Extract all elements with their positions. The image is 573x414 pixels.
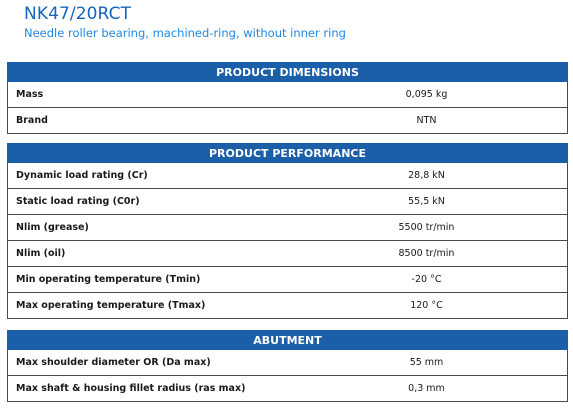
row-label: Nlim (grease): [16, 222, 89, 233]
section-header-dimensions: PRODUCT DIMENSIONS: [7, 62, 568, 82]
table-row: Max operating temperature (Tmax) 120 °C: [7, 293, 568, 319]
table-row: Max shaft & housing fillet radius (ras m…: [7, 376, 568, 402]
table-row: Mass 0,095 kg: [7, 82, 568, 108]
product-subtitle: Needle roller bearing, machined-ring, wi…: [24, 26, 346, 40]
row-label: Max shaft & housing fillet radius (ras m…: [16, 383, 246, 394]
row-value: 5500 tr/min: [398, 222, 455, 233]
section-header-performance: PRODUCT PERFORMANCE: [7, 143, 568, 163]
row-value: 28,8 kN: [408, 170, 445, 181]
row-label: Max operating temperature (Tmax): [16, 300, 206, 311]
table-row: Max shoulder diameter OR (Da max) 55 mm: [7, 350, 568, 376]
product-performance-section: PRODUCT PERFORMANCE Dynamic load rating …: [7, 143, 568, 319]
row-label: Min operating temperature (Tmin): [16, 274, 201, 285]
row-label: Dynamic load rating (Cr): [16, 170, 148, 181]
table-row: Brand NTN: [7, 108, 568, 134]
row-label: Max shoulder diameter OR (Da max): [16, 357, 211, 368]
row-value: 0,3 mm: [408, 383, 445, 394]
row-value: NTN: [416, 115, 437, 126]
row-label: Static load rating (C0r): [16, 196, 140, 207]
table-row: Nlim (grease) 5500 tr/min: [7, 215, 568, 241]
table-row: Static load rating (C0r) 55,5 kN: [7, 189, 568, 215]
row-value: 120 °C: [410, 300, 443, 311]
row-label: Nlim (oil): [16, 248, 66, 259]
product-dimensions-section: PRODUCT DIMENSIONS Mass 0,095 kg Brand N…: [7, 62, 568, 134]
product-title: NK47/20RCT: [24, 4, 132, 24]
row-label: Mass: [16, 89, 44, 100]
table-row: Min operating temperature (Tmin) -20 °C: [7, 267, 568, 293]
row-value: 8500 tr/min: [398, 248, 455, 259]
abutment-section: ABUTMENT Max shoulder diameter OR (Da ma…: [7, 330, 568, 402]
table-row: Dynamic load rating (Cr) 28,8 kN: [7, 163, 568, 189]
row-value: 55,5 kN: [408, 196, 445, 207]
table-row: Nlim (oil) 8500 tr/min: [7, 241, 568, 267]
row-value: -20 °C: [411, 274, 442, 285]
row-value: 0,095 kg: [405, 89, 448, 100]
row-value: 55 mm: [409, 357, 444, 368]
section-header-abutment: ABUTMENT: [7, 330, 568, 350]
row-label: Brand: [16, 115, 48, 126]
